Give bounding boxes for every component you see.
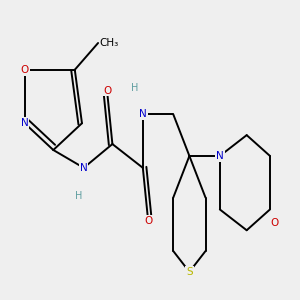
Text: N: N	[21, 118, 28, 128]
Text: S: S	[186, 267, 193, 277]
Text: CH₃: CH₃	[100, 38, 119, 48]
Text: H: H	[131, 82, 139, 93]
Text: H: H	[75, 191, 82, 201]
Text: O: O	[270, 218, 279, 228]
Text: N: N	[139, 109, 147, 119]
Text: N: N	[216, 151, 224, 161]
Text: O: O	[144, 216, 152, 226]
Text: O: O	[20, 65, 29, 75]
Text: O: O	[103, 85, 111, 96]
Text: N: N	[80, 163, 88, 173]
